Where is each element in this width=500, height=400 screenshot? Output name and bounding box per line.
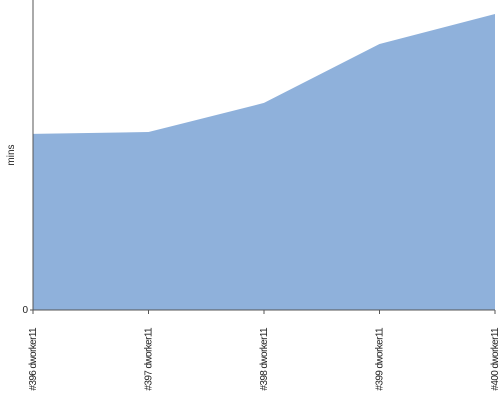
y-tick-label: 0 (22, 305, 28, 316)
y-axis-label: mins (6, 144, 17, 165)
x-tick-label: #397 dworker11 (144, 327, 155, 391)
x-tick-label: #399 dworker11 (375, 327, 386, 391)
area (33, 13, 495, 310)
x-tick-label: #400 dworker11 (490, 327, 500, 391)
x-tick-label: #396 dworker11 (28, 327, 39, 391)
x-tick-label: #398 dworker11 (259, 327, 270, 391)
